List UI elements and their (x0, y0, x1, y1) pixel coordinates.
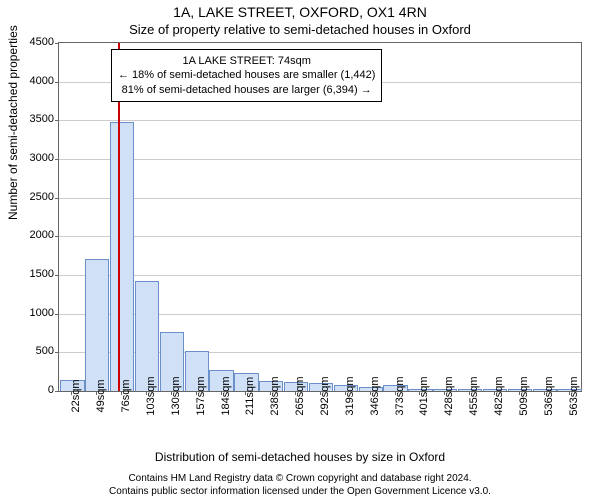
histogram-bar (85, 259, 109, 391)
y-tick-label: 3500 (14, 113, 54, 125)
x-tick-label: 49sqm (95, 379, 107, 412)
y-tick-label: 2500 (14, 191, 54, 203)
annotation-line: 1A LAKE STREET: 74sqm (118, 54, 375, 68)
x-tick-label: 292sqm (319, 376, 331, 415)
plot-area: 1A LAKE STREET: 74sqm← 18% of semi-detac… (58, 42, 582, 392)
x-tick-label: 401sqm (418, 376, 430, 415)
footer-line-1: Contains HM Land Registry data © Crown c… (0, 473, 600, 486)
x-tick-label: 130sqm (170, 376, 182, 415)
x-tick-label: 319sqm (344, 376, 356, 415)
histogram-bar (110, 122, 134, 391)
annotation-line: 81% of semi-detached houses are larger (… (118, 83, 375, 97)
y-tick-label: 500 (14, 345, 54, 357)
x-tick-label: 482sqm (493, 376, 505, 415)
x-tick-label: 563sqm (568, 376, 580, 415)
x-tick-label: 184sqm (220, 376, 232, 415)
annotation-line: ← 18% of semi-detached houses are smalle… (118, 68, 375, 82)
x-tick-label: 536sqm (543, 376, 555, 415)
footer-line-2: Contains public sector information licen… (0, 486, 600, 499)
x-axis-label: Distribution of semi-detached houses by … (0, 450, 600, 464)
x-tick-label: 346sqm (369, 376, 381, 415)
y-tick-label: 0 (14, 384, 54, 396)
x-tick-label: 103sqm (145, 376, 157, 415)
x-tick-label: 76sqm (120, 379, 132, 412)
chart-title-sub: Size of property relative to semi-detach… (0, 22, 600, 37)
x-tick-label: 238sqm (269, 376, 281, 415)
x-tick-label: 265sqm (294, 376, 306, 415)
x-tick-label: 211sqm (244, 377, 256, 415)
x-tick-label: 455sqm (468, 376, 480, 415)
chart-title-main: 1A, LAKE STREET, OXFORD, OX1 4RN (0, 4, 600, 20)
annotation-box: 1A LAKE STREET: 74sqm← 18% of semi-detac… (111, 49, 382, 102)
y-tick-label: 4000 (14, 75, 54, 87)
y-tick-label: 3000 (14, 152, 54, 164)
y-tick-label: 1000 (14, 307, 54, 319)
x-tick-label: 428sqm (443, 376, 455, 415)
x-tick-label: 157sqm (195, 376, 207, 415)
x-tick-label: 509sqm (518, 376, 530, 415)
attribution-footer: Contains HM Land Registry data © Crown c… (0, 473, 600, 498)
property-size-chart: 1A, LAKE STREET, OXFORD, OX1 4RN Size of… (0, 0, 600, 500)
y-tick-label: 1500 (14, 268, 54, 280)
x-tick-label: 22sqm (70, 379, 82, 412)
histogram-bar (135, 281, 159, 391)
y-tick-label: 2000 (14, 229, 54, 241)
x-tick-label: 373sqm (394, 376, 406, 415)
y-tick-label: 4500 (14, 36, 54, 48)
